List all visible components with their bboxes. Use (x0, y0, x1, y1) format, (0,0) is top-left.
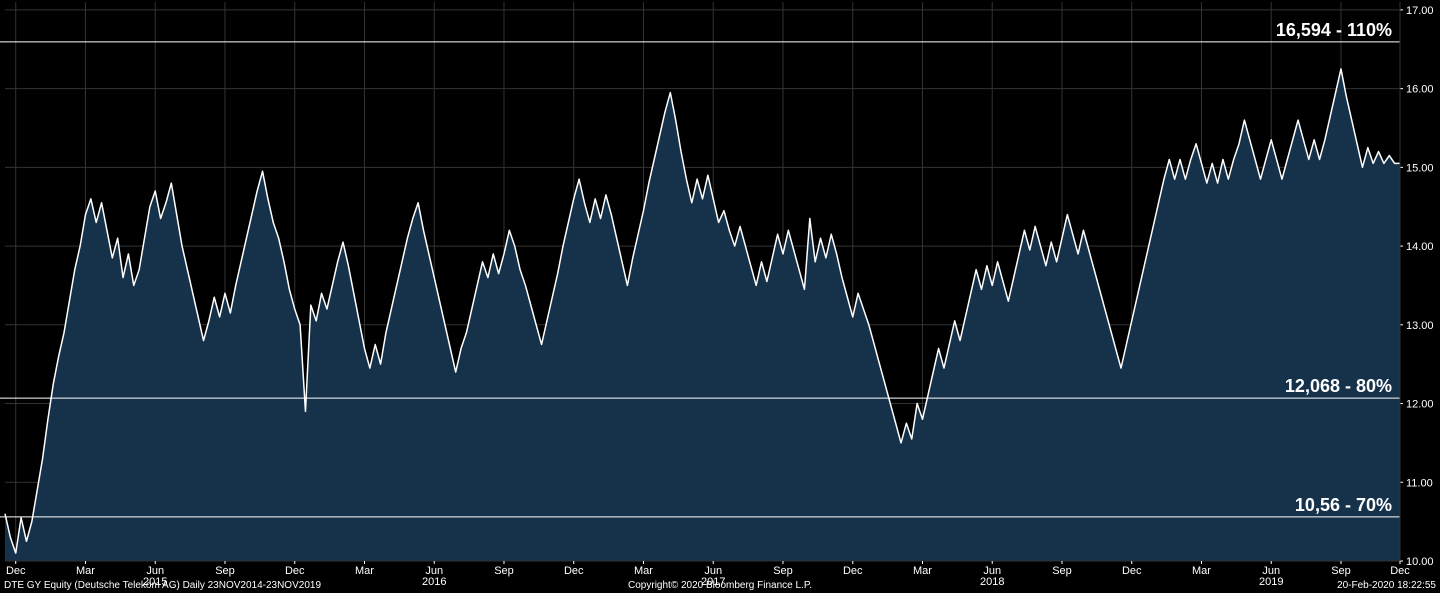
chart-svg: 16,594 - 110% 12,068 - 80% 10,56 - 70% 10.0… (0, 0, 1440, 593)
y-tick-label: 12.00 (1406, 399, 1434, 411)
x-tick-label: Sep (1052, 565, 1072, 577)
annotation-label: 10,56 - 70% (1295, 495, 1392, 515)
y-tick-label: 11.00 (1406, 477, 1433, 489)
x-tick-label: Dec (564, 565, 584, 577)
footer-timestamp: 20-Feb-2020 18:22:55 (1337, 580, 1436, 591)
x-year-label: 2019 (1259, 576, 1283, 588)
y-tick-label: 16.00 (1406, 84, 1434, 96)
x-tick-label: Dec (1390, 565, 1410, 577)
x-tick-label: Mar (634, 565, 653, 577)
x-tick-label: Sep (1331, 565, 1351, 577)
y-tick-label: 13.00 (1406, 320, 1434, 332)
annotation-label: 12,068 - 80% (1285, 376, 1392, 396)
x-tick-label: Mar (355, 565, 374, 577)
y-tick-label: 17.00 (1406, 5, 1434, 17)
y-tick-label: 15.00 (1406, 162, 1434, 174)
x-tick-label: Dec (1122, 565, 1142, 577)
x-tick-label: Sep (215, 565, 235, 577)
x-tick-label: Dec (285, 565, 305, 577)
footer-instrument: DTE GY Equity (Deutsche Telekom AG) Dail… (4, 580, 321, 591)
x-tick-label: Dec (843, 565, 863, 577)
x-year-label: 2016 (422, 576, 446, 588)
x-tick-label: Mar (913, 565, 932, 577)
x-tick-label: Sep (494, 565, 514, 577)
footer-copyright: Copyright© 2020 Bloomberg Finance L.P. (628, 580, 812, 591)
x-tick-label: Mar (1192, 565, 1211, 577)
bloomberg-price-chart: 16,594 - 110% 12,068 - 80% 10,56 - 70% 10.0… (0, 0, 1440, 593)
y-tick-label: 14.00 (1406, 241, 1434, 253)
x-tick-label: Dec (6, 565, 26, 577)
x-tick-label: Mar (76, 565, 95, 577)
annotation-label: 16,594 - 110% (1276, 20, 1392, 40)
x-tick-label: Sep (773, 565, 793, 577)
y-tick-label: 10.00 (1406, 556, 1434, 568)
x-year-label: 2018 (980, 576, 1004, 588)
